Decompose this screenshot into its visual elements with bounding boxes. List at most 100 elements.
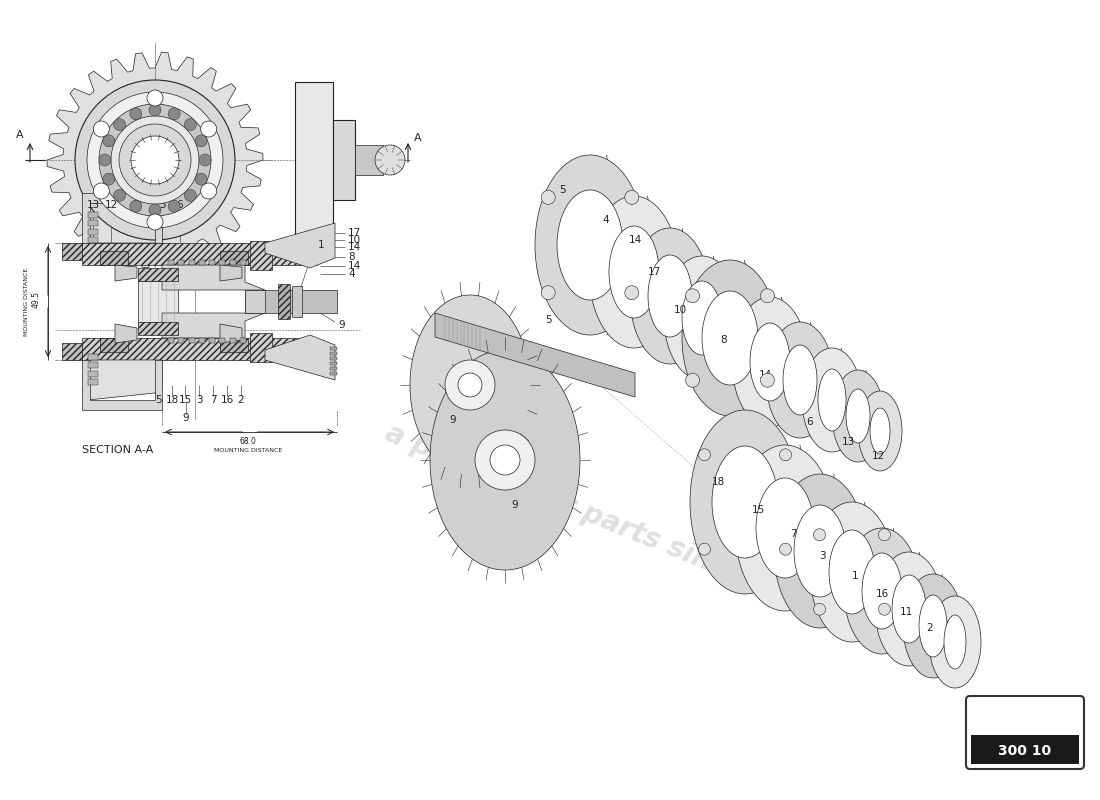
Text: SECTION A-A: SECTION A-A (82, 445, 153, 455)
Polygon shape (330, 372, 337, 375)
Circle shape (760, 289, 774, 302)
Ellipse shape (609, 226, 659, 318)
Ellipse shape (903, 574, 962, 678)
Circle shape (111, 116, 199, 204)
FancyBboxPatch shape (966, 696, 1084, 769)
Circle shape (200, 183, 217, 199)
Polygon shape (88, 379, 98, 385)
Ellipse shape (735, 445, 835, 611)
Ellipse shape (874, 552, 943, 666)
Ellipse shape (702, 291, 758, 385)
Text: 3: 3 (818, 551, 825, 561)
Ellipse shape (858, 391, 902, 471)
Text: 4: 4 (348, 269, 354, 279)
Bar (62, 343, 82, 360)
Bar (245, 290, 337, 313)
Circle shape (685, 374, 700, 387)
Circle shape (625, 190, 639, 204)
Ellipse shape (690, 410, 800, 594)
Text: 9: 9 (512, 500, 518, 510)
Polygon shape (265, 223, 336, 268)
Circle shape (195, 135, 207, 147)
Ellipse shape (844, 528, 920, 654)
Ellipse shape (664, 256, 740, 380)
Polygon shape (230, 338, 235, 343)
Text: 9: 9 (338, 320, 344, 330)
Bar (250, 333, 272, 362)
Text: MOUNTING DISTANCE: MOUNTING DISTANCE (24, 268, 30, 336)
Text: 12: 12 (104, 200, 118, 210)
Text: MOUNTING DISTANCE: MOUNTING DISTANCE (213, 447, 282, 453)
Text: 68.0: 68.0 (240, 438, 256, 446)
Ellipse shape (756, 478, 814, 578)
Ellipse shape (944, 615, 966, 669)
Text: 18: 18 (165, 395, 178, 405)
Circle shape (185, 118, 197, 130)
Text: a passion for parts since 1985: a passion for parts since 1985 (381, 418, 829, 622)
Circle shape (102, 135, 114, 147)
Text: 12: 12 (871, 451, 884, 461)
Circle shape (698, 543, 711, 555)
Text: 300 10: 300 10 (999, 744, 1052, 758)
Circle shape (375, 145, 405, 175)
Ellipse shape (829, 530, 874, 614)
Text: 49.5: 49.5 (32, 291, 41, 309)
Bar (220, 251, 248, 265)
Circle shape (879, 529, 890, 541)
Ellipse shape (810, 502, 894, 642)
Circle shape (458, 373, 482, 397)
Circle shape (147, 214, 163, 230)
Bar (138, 322, 178, 335)
Polygon shape (178, 338, 185, 343)
Text: 2: 2 (926, 623, 933, 633)
Text: 5: 5 (560, 185, 566, 195)
Polygon shape (168, 338, 174, 343)
Ellipse shape (862, 553, 902, 629)
Circle shape (130, 108, 142, 120)
Ellipse shape (774, 474, 866, 628)
Text: 13: 13 (87, 200, 100, 210)
Circle shape (780, 449, 792, 461)
Polygon shape (88, 212, 98, 218)
Text: 15: 15 (178, 395, 191, 405)
Ellipse shape (682, 260, 778, 416)
Circle shape (760, 374, 774, 387)
Text: 5: 5 (158, 200, 165, 210)
Ellipse shape (832, 370, 884, 462)
Text: 10: 10 (673, 305, 686, 315)
Circle shape (185, 190, 197, 202)
Text: 2: 2 (238, 395, 244, 405)
Ellipse shape (802, 348, 862, 452)
Polygon shape (434, 313, 635, 397)
Circle shape (113, 118, 125, 130)
Polygon shape (188, 338, 195, 343)
Polygon shape (430, 350, 580, 570)
Ellipse shape (794, 505, 846, 597)
Polygon shape (116, 265, 138, 281)
Polygon shape (88, 237, 98, 243)
Text: 10: 10 (348, 235, 361, 245)
Ellipse shape (766, 322, 834, 438)
Ellipse shape (557, 190, 623, 300)
Text: 14: 14 (758, 370, 771, 380)
Polygon shape (330, 347, 337, 350)
Polygon shape (168, 260, 174, 265)
Bar (292, 286, 302, 317)
Polygon shape (188, 260, 195, 265)
Text: A: A (415, 133, 421, 143)
Polygon shape (330, 357, 337, 360)
Circle shape (87, 92, 223, 228)
Text: 17: 17 (648, 267, 661, 277)
Polygon shape (162, 265, 265, 290)
Polygon shape (245, 290, 265, 313)
Text: 4: 4 (603, 215, 609, 225)
Circle shape (75, 80, 235, 240)
Text: A: A (16, 130, 24, 140)
Ellipse shape (712, 446, 778, 558)
Ellipse shape (750, 323, 790, 401)
Text: 14: 14 (348, 242, 361, 252)
Polygon shape (330, 352, 337, 355)
Bar (278, 284, 290, 319)
Circle shape (879, 603, 890, 615)
Text: 5: 5 (155, 395, 162, 405)
